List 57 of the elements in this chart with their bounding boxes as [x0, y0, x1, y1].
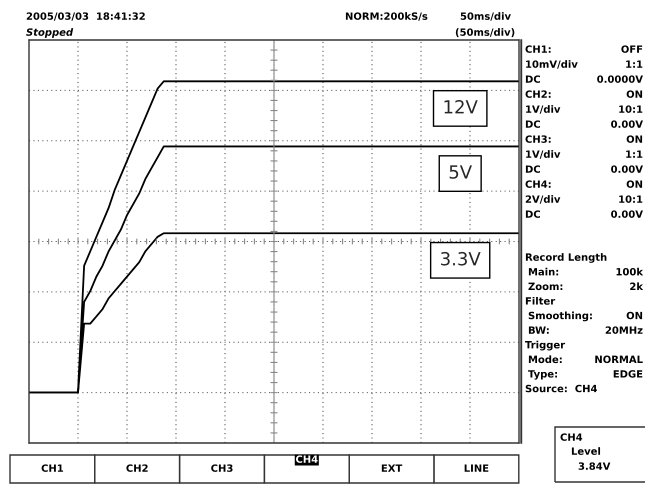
text: 100k	[616, 268, 644, 276]
text: 10:1	[619, 105, 642, 113]
text: DC	[526, 210, 540, 218]
text: 2005/03/03 18:41:32	[26, 12, 145, 21]
text: 2V/div	[526, 195, 560, 204]
text: CH2:	[526, 90, 551, 98]
text: ON	[626, 180, 642, 188]
series-label: 3.3V	[441, 252, 481, 266]
text: CH4	[560, 433, 582, 441]
text: ON	[626, 135, 642, 143]
text: 3.84V	[578, 462, 610, 470]
text: 10mV/div	[526, 60, 578, 69]
text: Zoom:	[528, 282, 562, 290]
text: CH3:	[526, 135, 551, 143]
text: CH1	[42, 464, 64, 472]
text: DC	[526, 165, 540, 173]
text: CH4	[296, 455, 318, 463]
text: Stopped	[26, 28, 74, 38]
text: ON	[626, 312, 642, 320]
text: 1:1	[626, 150, 642, 158]
text: 0.00V	[611, 165, 643, 173]
text: CH2	[126, 464, 148, 472]
text: Type:	[528, 370, 557, 380]
text: 0.00V	[611, 120, 643, 128]
text: NORMAL	[595, 356, 643, 364]
text: BW:	[528, 326, 549, 334]
text: 50ms/div	[460, 12, 511, 21]
text: (50ms/div)	[456, 28, 514, 38]
text: Smoothing:	[528, 312, 592, 322]
text: CH1:	[526, 45, 551, 53]
text: CH4:	[526, 180, 551, 188]
text: Trigger	[525, 340, 566, 350]
text: 0.00V	[611, 210, 643, 218]
text: Level	[572, 447, 600, 455]
series-label: 12V	[444, 100, 478, 114]
text: 0.0000V	[597, 75, 643, 83]
text: 1V/div	[526, 150, 560, 159]
text: LINE	[464, 464, 488, 472]
text: NORM:200kS/s	[346, 12, 428, 21]
text: OFF	[621, 45, 642, 53]
text: Mode:	[528, 355, 562, 364]
text: EDGE	[614, 370, 642, 378]
text: Filter	[526, 296, 556, 305]
text: Main:	[528, 268, 558, 276]
text: CH3	[211, 464, 233, 472]
text: 1:1	[626, 60, 642, 68]
text: EXT	[382, 464, 402, 472]
text: DC	[526, 120, 540, 128]
text: ON	[626, 90, 642, 98]
text: 20MHz	[606, 326, 643, 334]
text: Record Length	[526, 253, 606, 263]
text: 2k	[630, 282, 644, 290]
text: 1V/div	[526, 105, 560, 114]
text: DC	[526, 75, 540, 83]
text: 10:1	[619, 195, 642, 203]
series-label: 5V	[450, 165, 472, 179]
source-note: Source: CH4	[526, 384, 597, 392]
